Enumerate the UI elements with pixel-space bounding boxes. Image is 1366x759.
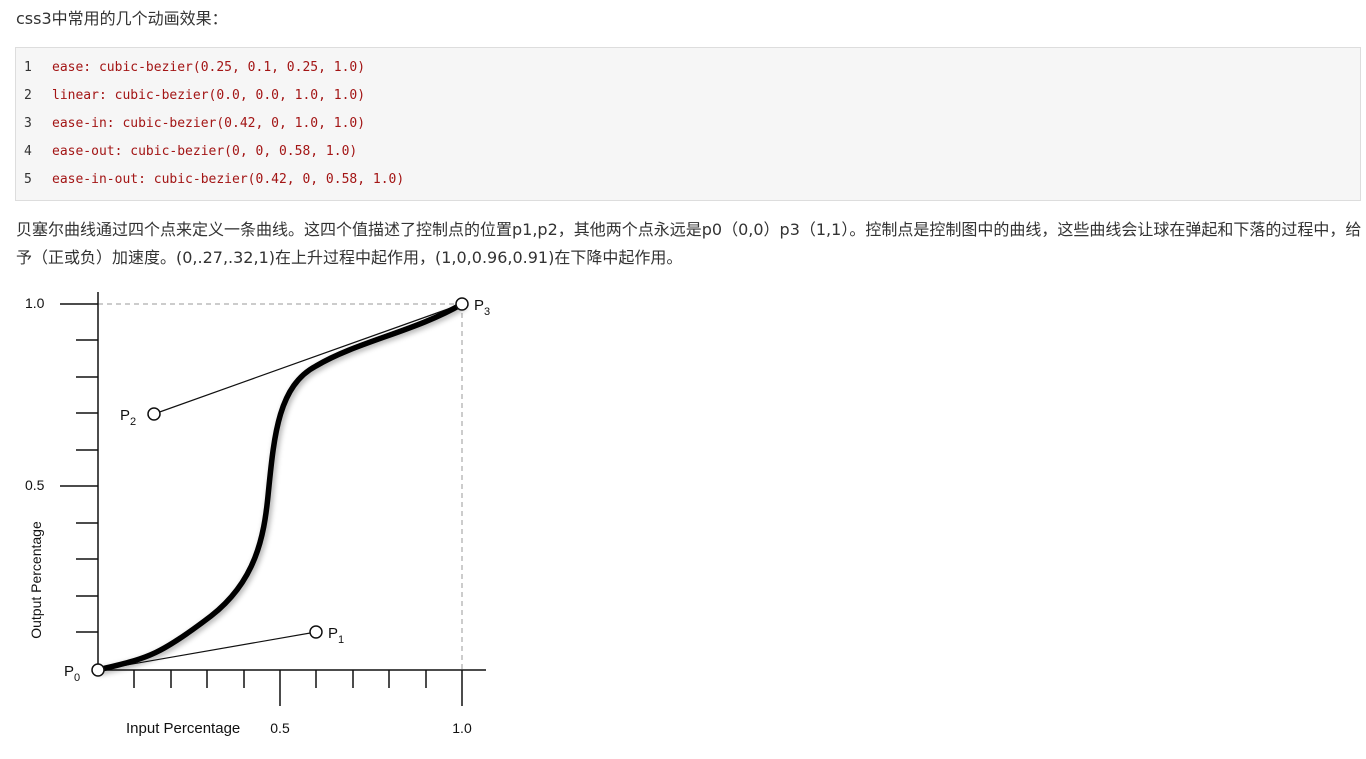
y-tick-label-top: 1.0 bbox=[25, 295, 45, 311]
point-p3-marker bbox=[455, 297, 469, 311]
bezier-curve bbox=[95, 301, 465, 673]
line-number: 3 bbox=[24, 116, 32, 131]
bezier-diagram: P0 P1 P2 P3 1.0 0.5 Output Percentage In… bbox=[16, 286, 506, 746]
y-axis-title: Output Percentage bbox=[28, 521, 44, 639]
section-heading: css3中常用的几个动画效果： bbox=[16, 9, 228, 28]
line-number: 5 bbox=[24, 172, 32, 187]
y-tick-label-mid: 0.5 bbox=[25, 477, 45, 493]
x-axis-ticks bbox=[133, 670, 463, 706]
handle-line-p0-p1 bbox=[97, 631, 317, 671]
code-text: ease: cubic-bezier(0.25, 0.1, 0.25, 1.0) bbox=[52, 60, 366, 75]
line-number: 2 bbox=[24, 88, 32, 103]
point-p0-label: P0 bbox=[64, 663, 80, 684]
point-p1-label: P1 bbox=[328, 625, 344, 646]
code-line: 1 ease: cubic-bezier(0.25, 0.1, 0.25, 1.0… bbox=[24, 58, 365, 78]
line-number: 1 bbox=[24, 60, 32, 75]
code-line: 3 ease-in: cubic-bezier(0.42, 0, 1.0, 1.0… bbox=[24, 114, 365, 134]
point-p1-marker bbox=[309, 625, 323, 639]
code-text: linear: cubic-bezier(0.0, 0.0, 1.0, 1.0) bbox=[52, 88, 366, 103]
x-tick-label-mid: 0.5 bbox=[270, 720, 290, 736]
code-text: ease-in: cubic-bezier(0.42, 0, 1.0, 1.0) bbox=[52, 116, 366, 131]
point-p2-marker bbox=[147, 407, 161, 421]
code-line: 5 ease-in-out: cubic-bezier(0.42, 0, 0.58… bbox=[24, 170, 404, 190]
description-paragraph: 贝塞尔曲线通过四个点来定义一条曲线。这四个值描述了控制点的位置p1,p2，其他两… bbox=[16, 220, 1362, 267]
x-tick-label-right: 1.0 bbox=[452, 720, 472, 736]
line-number: 4 bbox=[24, 144, 32, 159]
handle-line-p2-p3 bbox=[153, 303, 463, 415]
point-p0-marker bbox=[91, 663, 105, 677]
x-axis-title: Input Percentage bbox=[126, 720, 240, 737]
code-text: ease-in-out: cubic-bezier(0.42, 0, 0.58,… bbox=[52, 172, 405, 187]
point-p3-label: P3 bbox=[474, 297, 490, 318]
code-text: ease-out: cubic-bezier(0, 0, 0.58, 1.0) bbox=[52, 144, 358, 159]
code-block: 1 ease: cubic-bezier(0.25, 0.1, 0.25, 1.0… bbox=[15, 47, 1361, 201]
code-line: 4 ease-out: cubic-bezier(0, 0, 0.58, 1.0) bbox=[24, 142, 357, 162]
bezier-diagram-svg: P0 P1 P2 P3 1.0 0.5 Output Percentage In… bbox=[25, 292, 490, 737]
y-axis-ticks bbox=[60, 303, 98, 633]
code-line: 2 linear: cubic-bezier(0.0, 0.0, 1.0, 1.0… bbox=[24, 86, 365, 106]
point-p2-label: P2 bbox=[120, 407, 136, 428]
